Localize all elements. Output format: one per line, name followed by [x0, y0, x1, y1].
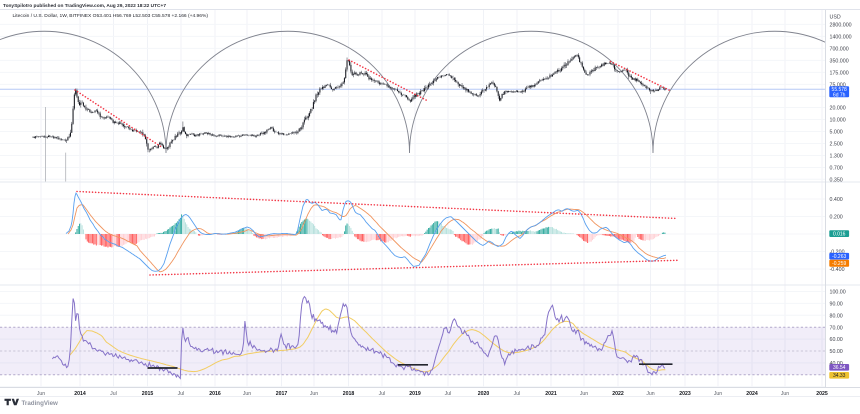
svg-text:-0.263: -0.263 [832, 254, 846, 260]
svg-text:Jun: Jun [310, 391, 318, 397]
svg-text:36.54: 36.54 [833, 365, 846, 371]
svg-text:Jun: Jun [243, 391, 251, 397]
svg-text:Jun: Jun [37, 391, 45, 397]
svg-text:Jun: Jun [714, 391, 722, 397]
svg-text:2800.000: 2800.000 [830, 23, 852, 29]
svg-text:100.00: 100.00 [830, 290, 846, 296]
svg-text:Jul: Jul [379, 391, 386, 397]
svg-text:2024: 2024 [746, 391, 758, 397]
svg-text:1400.000: 1400.000 [830, 35, 852, 41]
svg-text:Jun: Jun [646, 391, 654, 397]
svg-text:10.000: 10.000 [830, 118, 846, 124]
svg-text:2021: 2021 [545, 391, 557, 397]
svg-text:Jun: Jun [781, 391, 789, 397]
svg-text:USD: USD [830, 15, 841, 21]
svg-text:2015: 2015 [142, 391, 154, 397]
svg-text:75.000: 75.000 [830, 83, 846, 89]
svg-text:0.350: 0.350 [830, 177, 843, 183]
svg-text:34.33: 34.33 [833, 373, 846, 379]
svg-text:50.00: 50.00 [830, 349, 843, 355]
svg-text:2014: 2014 [74, 391, 86, 397]
svg-text:Jul: Jul [514, 391, 521, 397]
svg-text:-0.259: -0.259 [832, 261, 846, 267]
svg-text:55.578: 55.578 [832, 87, 848, 93]
svg-text:-0.200: -0.200 [830, 250, 845, 256]
svg-text:6d 7h: 6d 7h [833, 92, 846, 98]
svg-text:70.00: 70.00 [830, 325, 843, 331]
svg-text:Jul: Jul [445, 391, 452, 397]
svg-text:0.200: 0.200 [830, 215, 843, 221]
svg-text:2016: 2016 [209, 391, 221, 397]
svg-text:Jul: Jul [178, 391, 185, 397]
svg-text:175.000: 175.000 [830, 71, 849, 77]
svg-text:5.000: 5.000 [830, 130, 843, 136]
svg-text:2018: 2018 [343, 391, 355, 397]
svg-text:0.400: 0.400 [830, 197, 843, 203]
svg-text:TradingView: TradingView [22, 400, 59, 407]
svg-text:90.00: 90.00 [830, 302, 843, 308]
svg-text:0.700: 0.700 [830, 166, 843, 172]
svg-text:2025: 2025 [816, 391, 828, 397]
svg-text:Jun: Jun [580, 391, 588, 397]
svg-text:60.00: 60.00 [830, 337, 843, 343]
svg-text:2019: 2019 [409, 391, 421, 397]
svg-text:700.000: 700.000 [830, 47, 849, 53]
svg-text:80.00: 80.00 [830, 313, 843, 319]
svg-text:2017: 2017 [276, 391, 288, 397]
svg-text:2.500: 2.500 [830, 142, 843, 148]
svg-text:2022: 2022 [612, 391, 624, 397]
svg-text:-0.400: -0.400 [830, 267, 845, 273]
svg-text:2023: 2023 [679, 391, 691, 397]
svg-text:TonySpilotro published on Trad: TonySpilotro published on TradingView.co… [3, 3, 166, 9]
svg-text:Litecoin / U.S. Dollar, 1W, BI: Litecoin / U.S. Dollar, 1W, BITFINEX O53… [13, 13, 209, 19]
svg-text:Jul: Jul [110, 391, 117, 397]
svg-text:2020: 2020 [478, 391, 490, 397]
svg-text:1.300: 1.300 [830, 154, 843, 160]
svg-text:20.000: 20.000 [830, 106, 846, 112]
svg-text:350.000: 350.000 [830, 59, 849, 65]
svg-text:0.016: 0.016 [833, 232, 846, 238]
